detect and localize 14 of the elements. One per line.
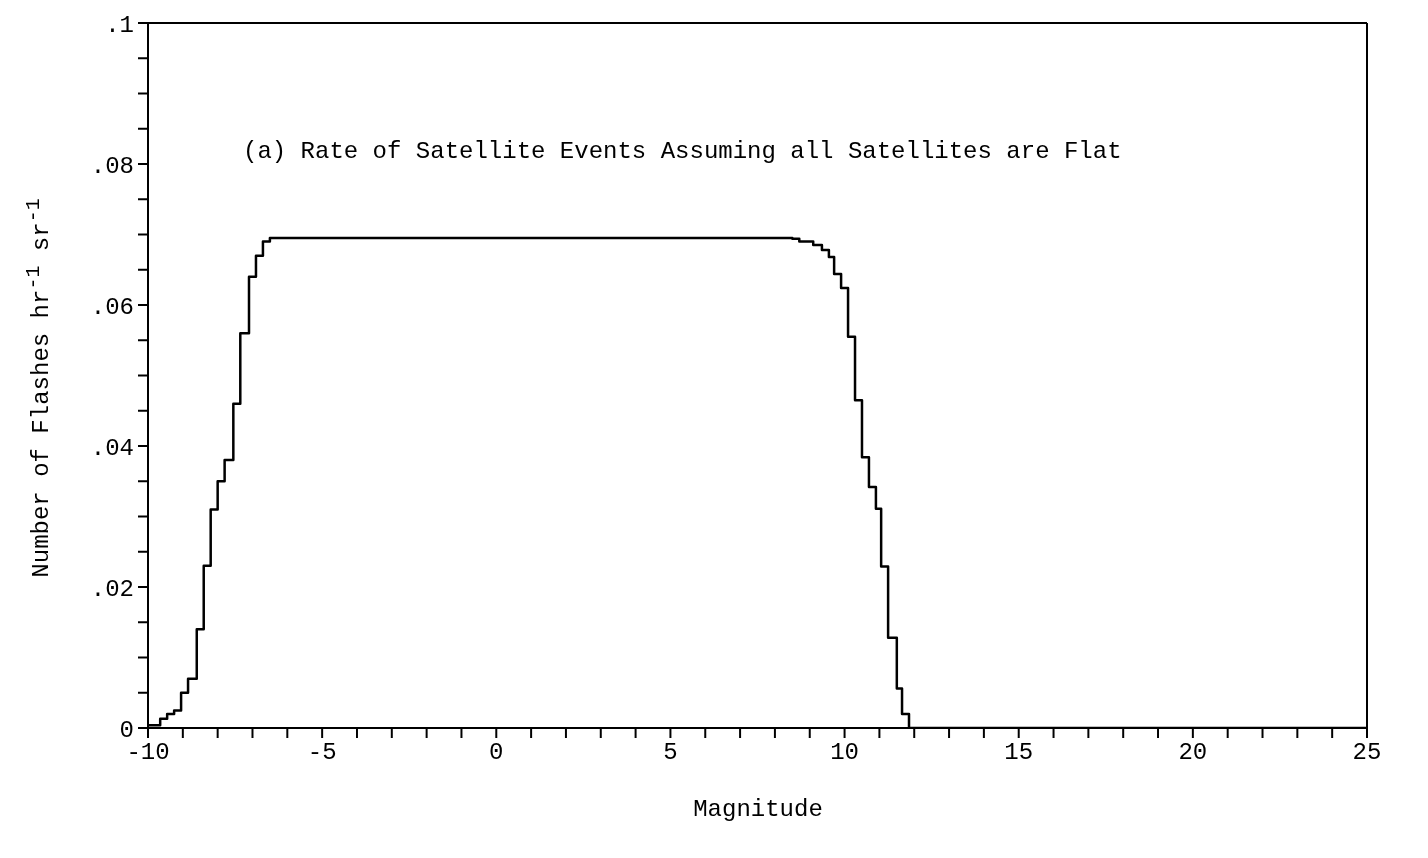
y-tick-label: .1 — [105, 11, 134, 39]
y-tick-label: .08 — [90, 152, 134, 180]
x-axis-title: Magnitude — [692, 796, 824, 823]
text: (a) Rate of Satellite Events Assuming all Satellites are Flat — [243, 138, 1122, 165]
x-tick-label: 10 — [830, 739, 859, 767]
x-tick-label: 0 — [489, 739, 504, 767]
y-tick-label: .06 — [90, 293, 134, 321]
y-tick-label: .04 — [90, 434, 134, 462]
x-tick-label: -5 — [307, 739, 337, 767]
x-tick-label: 5 — [663, 739, 678, 767]
x-tick-label: 25 — [1352, 739, 1382, 767]
x-tick-label: 20 — [1178, 739, 1208, 767]
y-tick-label: .02 — [90, 575, 134, 603]
x-tick-label: 15 — [1004, 739, 1034, 767]
